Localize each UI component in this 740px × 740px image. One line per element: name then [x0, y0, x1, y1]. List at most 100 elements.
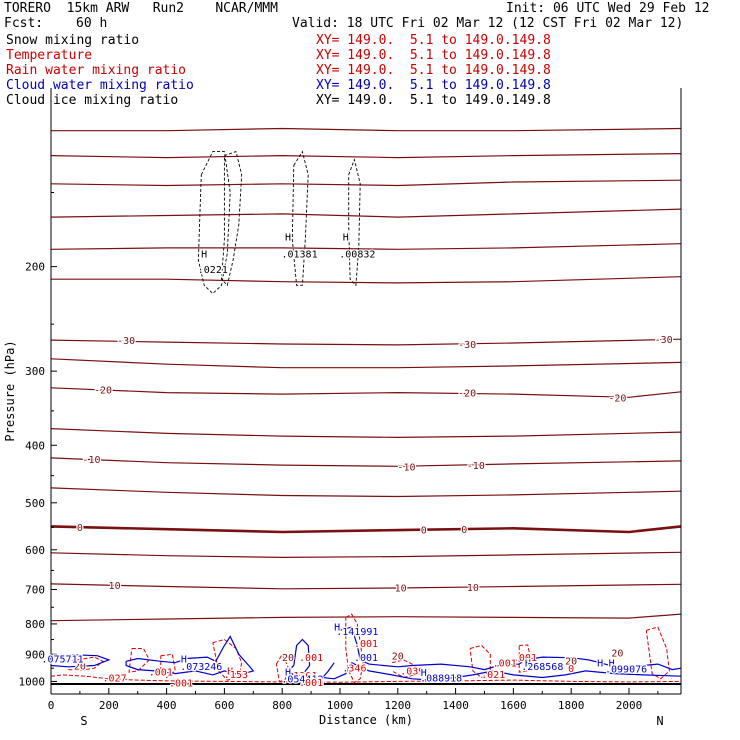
x-tick-label: 800 [272, 699, 292, 712]
isotherm--50 [50, 179, 682, 187]
y-tick-label: 200 [25, 261, 45, 274]
cloud-water-contour [125, 635, 255, 676]
contour-label: .268568 [521, 662, 563, 673]
contour-label: .346 [342, 664, 366, 675]
north-end-label: N [656, 714, 663, 728]
y-tick-label: 900 [25, 648, 45, 661]
contour-label: -10 [82, 455, 100, 466]
x-tick-label: 200 [99, 699, 119, 712]
contour-label: .153 [224, 670, 248, 681]
contour-label: -30 [458, 340, 476, 351]
contour-label: -10 [397, 462, 415, 473]
contour-label: .099076 [605, 665, 647, 676]
rain-contour [469, 644, 491, 679]
contour-label: H [181, 655, 187, 666]
contour-label: -20 [458, 389, 476, 400]
contour-label: H [201, 249, 207, 260]
contour-label: H [334, 622, 340, 633]
contour-label: -20 [94, 385, 112, 396]
isotherm--25 [50, 358, 682, 369]
contour-label: 20 [611, 648, 623, 659]
contour-label: 0 [568, 664, 574, 675]
field-label-cloud-ice: Cloud ice mixing ratio [6, 93, 179, 108]
contour-label: H [525, 659, 531, 670]
contour-label: 20 [565, 656, 577, 667]
contour-label: .054412 [281, 674, 323, 685]
contour-label: H [609, 659, 615, 670]
contour-label: H [285, 667, 291, 678]
y-tick-label: 800 [25, 618, 45, 631]
contour-label: .1301 [287, 671, 317, 682]
cloud-ice-contour [348, 158, 361, 287]
isotherm--45 [50, 208, 682, 218]
model-title: TORERO 15km ARW Run2 NCAR/MMM [4, 1, 278, 16]
contour-label: -10 [467, 461, 485, 472]
contour-label: .001 [299, 653, 323, 664]
contour-label: -20 [608, 393, 626, 404]
rain-contour [275, 653, 289, 683]
field-xy-cloud-ice: XY= 149.0. 5.1 to 149.0.149.8 [316, 93, 551, 108]
rain-contour [50, 674, 682, 683]
init-time: Init: 06 UTC Wed 29 Feb 12 [506, 1, 710, 16]
isotherm-5 [50, 551, 682, 559]
contour-label: .001 [299, 678, 323, 689]
contour-label: .00832 [339, 249, 375, 260]
x-tick-label: 0 [48, 699, 55, 712]
isotherm-10 [50, 583, 682, 590]
contour-label: 10 [109, 581, 121, 592]
forecast-hours: 60 h [76, 16, 108, 31]
contour-label: 0 [461, 525, 467, 536]
rain-contour [645, 626, 670, 680]
cloud-ice-contour [221, 151, 243, 287]
contour-label: .027 [103, 674, 127, 685]
x-tick-label: 1000 [327, 699, 354, 712]
forecast-label: Fcst: [4, 16, 44, 31]
contour-label: .001 [354, 653, 378, 664]
rain-contour [59, 656, 104, 671]
rain-contour [128, 648, 150, 673]
contour-label: .001 [354, 639, 378, 650]
valid-time: Valid: 18 UTC Fri 02 Mar 12 (12 CST Fri … [292, 16, 684, 31]
field-label-rain: Rain water mixing ratio [6, 63, 187, 78]
x-tick-label: 1800 [558, 699, 585, 712]
contour-label: .001 [493, 659, 517, 670]
isotherm--35 [51, 276, 682, 284]
contour-label: .001 [169, 679, 193, 690]
contour-label: .073246 [180, 662, 222, 673]
contour-label: H [285, 233, 291, 244]
contour-label: .039 [400, 666, 424, 677]
rain-contour [160, 653, 176, 679]
contour-label: 20 [74, 661, 86, 672]
isotherm-15 [50, 613, 682, 622]
cloud-ice-contour [291, 150, 309, 286]
y-tick-label: 600 [25, 544, 45, 557]
isotherm--60 [51, 127, 682, 132]
y-tick-label: 1000 [19, 675, 46, 688]
isotherm--5 [50, 487, 682, 498]
cloud-water-contour [321, 662, 353, 680]
isotherm--30 [50, 338, 682, 346]
contour-label: H [597, 659, 603, 670]
field-label-temperature: Temperature [6, 48, 93, 63]
contour-label: H [227, 666, 233, 677]
contour-label: .088918 [420, 674, 462, 685]
y-tick-label: 700 [25, 584, 45, 597]
contour-label: -30 [117, 336, 135, 347]
y-tick-label: 300 [25, 365, 45, 378]
isotherm--10 [50, 457, 682, 467]
cloud-ice-contour [197, 151, 231, 295]
field-xy-snow: XY= 149.0. 5.1 to 149.0.149.8 [316, 33, 551, 48]
x-axis-label: Distance (km) [319, 713, 413, 727]
cloud-water-contour [287, 638, 311, 676]
field-xy-rain: XY= 149.0. 5.1 to 149.0.149.8 [316, 63, 551, 78]
y-axis-label: Pressure (hPa) [3, 340, 17, 441]
y-tick-label: 500 [25, 497, 45, 510]
cloud-water-contour [351, 662, 682, 681]
contour-label: 10 [395, 583, 407, 594]
isotherm-0 [50, 525, 682, 534]
contour-label: .021 [481, 670, 505, 681]
contour-label: 20 [282, 653, 294, 664]
contour-label: H [421, 668, 427, 679]
contour-label: 20 [392, 652, 404, 663]
